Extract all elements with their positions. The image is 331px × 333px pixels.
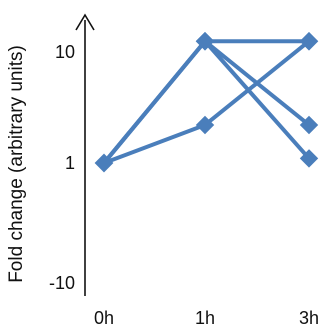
series-line-3 — [102, 39, 311, 165]
axes-layer: Fold change (arbitrary units) — [6, 13, 95, 296]
y-tick-label: -10 — [49, 273, 75, 293]
series-4-point — [94, 153, 114, 173]
points-layer — [94, 32, 319, 173]
series-3-point — [299, 115, 319, 135]
series-4-point — [195, 115, 215, 135]
series-layer — [102, 39, 311, 165]
series-3-point — [195, 32, 215, 51]
ticks-layer: 10 1 -10 0h 1h 3h — [49, 42, 319, 328]
x-tick-label: 3h — [299, 308, 319, 328]
x-tick-label: 1h — [195, 308, 215, 328]
series-2-point — [299, 149, 319, 168]
series-4-point — [299, 32, 319, 51]
y-axis-title: Fold change (arbitrary units) — [6, 45, 27, 283]
y-tick-label: 10 — [55, 42, 75, 62]
y-axis-arrow-icon — [75, 13, 95, 31]
y-tick-label: 1 — [65, 153, 75, 173]
x-tick-label: 0h — [94, 308, 114, 328]
